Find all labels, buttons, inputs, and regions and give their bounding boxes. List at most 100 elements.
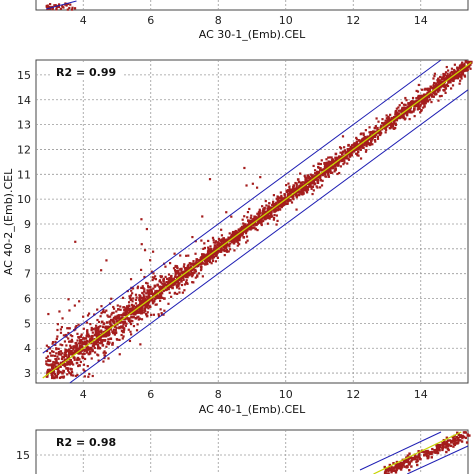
data-point [153, 284, 157, 288]
data-point [113, 325, 117, 328]
data-point [409, 100, 412, 103]
data-point [157, 313, 160, 316]
data-point [355, 140, 359, 144]
data-point [429, 451, 433, 454]
data-point [172, 277, 175, 281]
data-point [405, 111, 409, 115]
data-point [392, 115, 396, 119]
data-point [459, 75, 463, 79]
data-point [164, 265, 167, 268]
data-point [111, 343, 114, 346]
data-point [332, 159, 335, 162]
data-point [395, 468, 398, 472]
data-point [135, 309, 139, 312]
data-point [134, 298, 138, 301]
data-point [280, 194, 283, 198]
data-point [429, 85, 433, 89]
data-point [370, 130, 374, 134]
data-point [53, 4, 56, 7]
data-point [76, 339, 79, 342]
data-point [51, 341, 55, 344]
data-point [432, 85, 435, 88]
data-point [394, 464, 397, 467]
data-point [366, 142, 369, 146]
data-point [384, 470, 387, 474]
data-point [412, 457, 416, 461]
data-point [148, 289, 152, 292]
data-point [124, 312, 127, 316]
data-point [158, 279, 162, 282]
data-point [436, 450, 439, 453]
data-point [257, 221, 261, 224]
data-point [439, 443, 442, 447]
data-point [338, 146, 342, 149]
data-point [46, 369, 50, 373]
data-point [341, 135, 345, 138]
data-point [138, 304, 141, 308]
data-point [83, 348, 87, 352]
data-point [428, 452, 431, 456]
data-point [174, 270, 177, 273]
data-point [134, 317, 138, 320]
data-point [359, 140, 362, 144]
data-point [64, 354, 68, 358]
data-point [259, 212, 262, 215]
data-point [450, 79, 454, 82]
data-point [450, 71, 454, 74]
data-point [91, 374, 94, 378]
data-point [118, 326, 121, 330]
data-point [50, 354, 53, 357]
data-point [175, 280, 178, 284]
data-point [362, 133, 365, 137]
data-point [121, 326, 124, 329]
data-point [347, 144, 350, 147]
data-point [220, 239, 224, 242]
data-point [176, 276, 180, 279]
data-point [61, 375, 64, 379]
data-point [308, 179, 312, 182]
data-point [458, 82, 461, 85]
data-point [50, 350, 54, 353]
data-point [372, 134, 375, 137]
data-point [252, 222, 256, 225]
data-point [73, 345, 77, 348]
data-point [130, 315, 133, 319]
data-point [129, 330, 132, 333]
data-point [74, 341, 78, 345]
data-point [106, 314, 109, 317]
data-point [58, 310, 61, 313]
data-point [254, 222, 258, 226]
data-point [45, 360, 48, 363]
data-point [335, 156, 339, 160]
data-point [435, 443, 439, 447]
data-point [339, 151, 342, 154]
data-point [141, 296, 145, 300]
data-point [362, 132, 365, 135]
data-point [453, 443, 457, 447]
data-point [208, 250, 211, 253]
data-point [391, 468, 394, 471]
data-point [231, 237, 235, 241]
data-point [61, 5, 64, 9]
data-point [217, 237, 220, 241]
data-point [104, 331, 108, 334]
data-point [124, 324, 127, 327]
data-point [85, 345, 89, 349]
data-point [275, 214, 278, 217]
top-panel-grid [82, 0, 422, 10]
data-point [66, 8, 69, 11]
data-point [76, 373, 79, 377]
data-point [66, 327, 69, 330]
data-point [311, 185, 315, 189]
data-point [360, 142, 364, 146]
data-point [65, 367, 68, 370]
data-point [144, 305, 147, 309]
data-point [356, 154, 359, 157]
data-point [158, 299, 162, 302]
data-point [189, 269, 193, 273]
data-point [339, 165, 342, 168]
data-point [428, 88, 431, 92]
data-point [349, 151, 353, 154]
data-point [421, 101, 424, 105]
